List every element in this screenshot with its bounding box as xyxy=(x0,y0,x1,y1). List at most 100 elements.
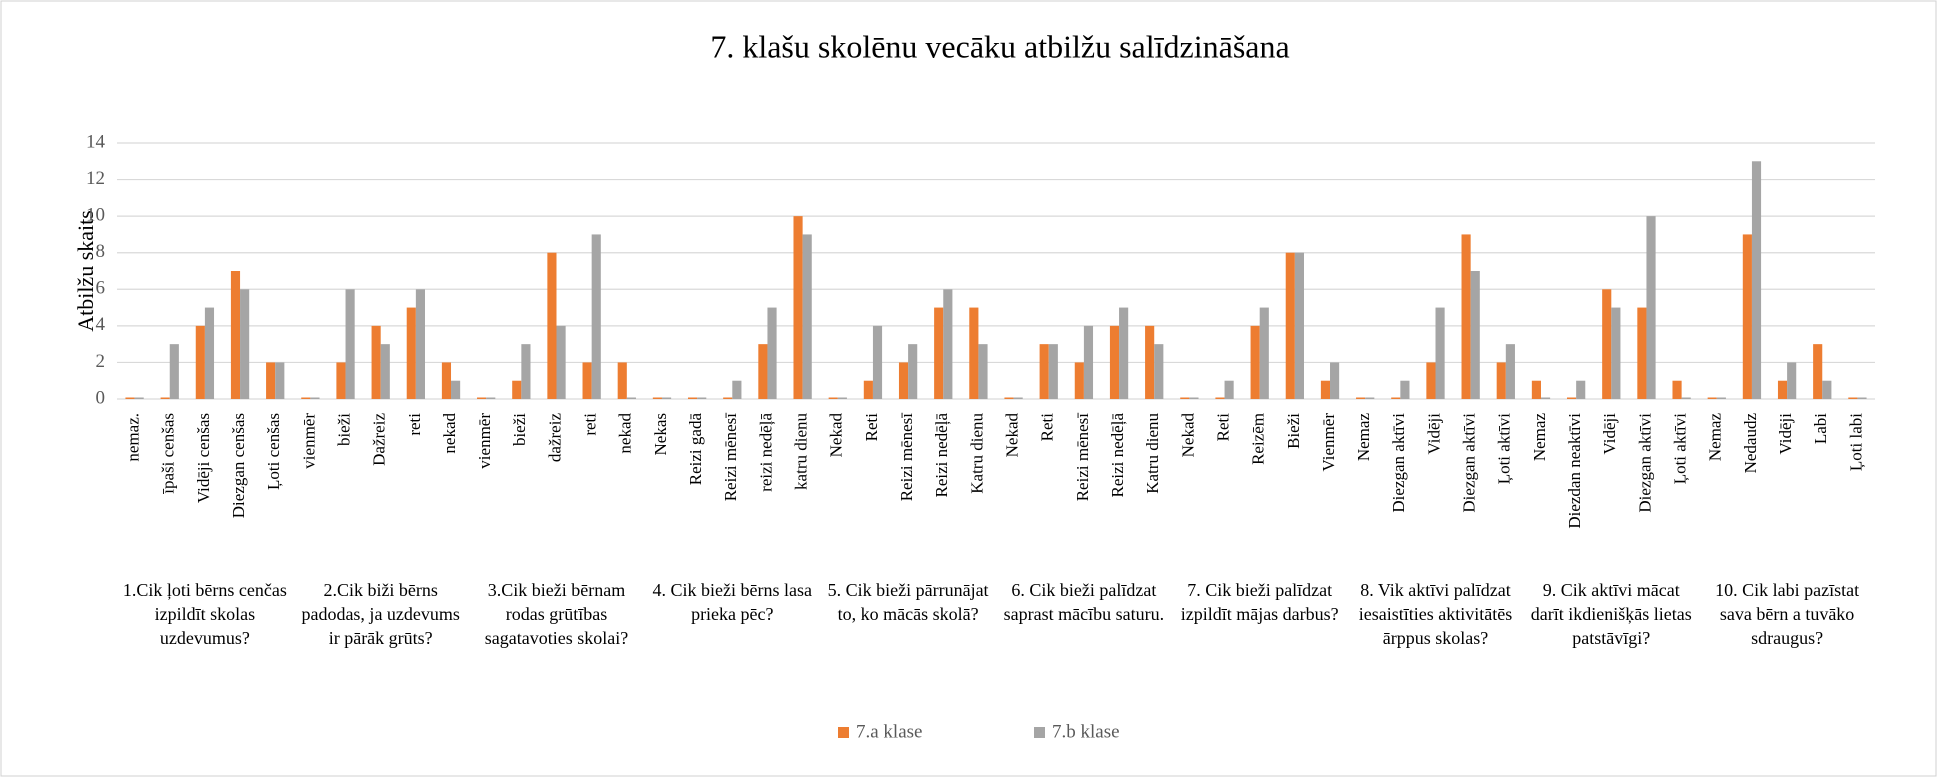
bar xyxy=(943,289,953,399)
bar xyxy=(521,344,531,399)
bar xyxy=(758,344,768,399)
bar xyxy=(687,397,698,399)
y-tick-label: 10 xyxy=(86,205,105,226)
bar xyxy=(1435,307,1445,399)
bar xyxy=(723,397,733,399)
x-tick-label: Vienmēr xyxy=(1319,413,1338,472)
x-tick-label: vienmēr xyxy=(475,413,494,469)
bar xyxy=(1646,216,1656,399)
x-tick-label: Ļoti cenšas xyxy=(264,413,283,490)
bar xyxy=(125,397,135,399)
bar xyxy=(336,362,346,399)
group-label: 2.Cik biži bērns padodas, ja uzdevums ir… xyxy=(301,580,460,648)
x-tick-label: Reti xyxy=(862,413,881,442)
x-tick-label: Diezgan cenšas xyxy=(229,413,248,518)
x-tick-label: katru dienu xyxy=(792,413,811,490)
bar xyxy=(1470,271,1480,399)
x-tick-label: Katru dienu xyxy=(967,413,986,494)
x-tick-label: reizi nedēļā xyxy=(756,413,775,492)
x-tick-label: Diezdan neaktīvi xyxy=(1565,413,1584,529)
legend-label: 7.a klase xyxy=(856,721,922,742)
bar xyxy=(345,289,355,399)
bar xyxy=(1224,380,1234,399)
x-tick-label: Reti xyxy=(1213,413,1232,442)
bar xyxy=(934,307,944,399)
bar xyxy=(451,380,461,399)
bar xyxy=(1250,325,1260,399)
group-label: 7. Cik bieži palīdzat izpildīt mājas dar… xyxy=(1180,580,1339,624)
bar xyxy=(266,362,276,399)
bar xyxy=(1074,362,1084,399)
x-tick-label: Dažreiz xyxy=(370,413,389,466)
bar xyxy=(230,271,241,399)
bar xyxy=(863,380,873,399)
bar xyxy=(160,397,170,399)
bar xyxy=(793,216,803,399)
bar xyxy=(697,397,707,399)
legend-label: 7.b klase xyxy=(1052,721,1120,742)
x-tick-label: Reizi nedēļā xyxy=(932,413,951,498)
x-tick-label: reti xyxy=(581,413,600,436)
y-tick-label: 6 xyxy=(96,278,106,299)
bar xyxy=(134,397,144,399)
x-tick-label: Diezgan aktīvi xyxy=(1460,413,1479,513)
x-tick-label: Bieži xyxy=(1284,413,1303,449)
bar xyxy=(872,325,883,399)
x-tick-label: Nekas xyxy=(651,413,670,455)
bar xyxy=(1356,397,1366,399)
bar xyxy=(732,380,742,399)
bar xyxy=(486,397,496,399)
group-label: 8. Vik aktīvi palīdzat iesaistīties akti… xyxy=(1358,580,1513,648)
bar xyxy=(1048,344,1058,399)
bar xyxy=(1259,307,1269,399)
x-tick-label: Reizi mēnesī xyxy=(721,413,740,502)
x-tick-label: nekad xyxy=(616,413,635,454)
bar xyxy=(380,344,390,399)
bar xyxy=(195,325,205,399)
bar xyxy=(1707,397,1717,399)
bar xyxy=(1083,325,1094,399)
bar xyxy=(1672,380,1682,399)
bar xyxy=(767,307,777,399)
bar xyxy=(512,380,522,399)
bar xyxy=(1681,397,1691,399)
bar xyxy=(1637,307,1647,399)
x-tick-label: Reizi nedēļā xyxy=(1108,413,1127,498)
bar xyxy=(1180,397,1190,399)
x-tick-label: bieži xyxy=(334,413,353,446)
bar xyxy=(626,397,636,399)
bar xyxy=(477,397,487,399)
bar xyxy=(1822,380,1832,399)
x-tick-label: Ļoti labi xyxy=(1846,413,1865,471)
x-tick-label: Vidēji xyxy=(1600,413,1619,455)
bar xyxy=(275,362,285,399)
bar xyxy=(591,234,601,399)
group-label: 9. Cik aktīvi mācat darīt ikdienišķās li… xyxy=(1530,580,1692,648)
bar xyxy=(1611,307,1621,399)
x-tick-label: Nedaudz xyxy=(1741,413,1760,474)
y-tick-label: 14 xyxy=(86,131,106,152)
bar xyxy=(441,362,452,399)
x-tick-label: reti xyxy=(405,413,424,436)
group-label: 4. Cik bieži bērns lasa prieka pēc? xyxy=(652,580,813,624)
x-tick-label: Nemaz xyxy=(1530,413,1549,462)
group-label: 6. Cik bieži palīdzat saprast mācību sat… xyxy=(1003,580,1165,624)
bar xyxy=(169,344,179,399)
bar xyxy=(661,397,672,399)
bar xyxy=(1039,344,1049,399)
legend-swatch xyxy=(838,727,849,738)
x-tick-label: Labi xyxy=(1811,413,1830,444)
bar xyxy=(1391,397,1401,399)
x-tick-label: nekad xyxy=(440,413,459,454)
bar xyxy=(1496,362,1506,399)
x-tick-label: Reizi mēnesī xyxy=(897,413,916,502)
chart-title: 7. klašu skolēnu vecāku atbilžu salīdzin… xyxy=(710,28,1289,64)
bar xyxy=(1848,397,1858,399)
bar xyxy=(1400,380,1410,399)
bar xyxy=(1857,397,1867,399)
y-tick-label: 4 xyxy=(96,314,106,335)
x-tick-label: Diezgan aktīvi xyxy=(1635,413,1654,513)
bar xyxy=(1294,252,1305,399)
bar xyxy=(1531,380,1541,399)
